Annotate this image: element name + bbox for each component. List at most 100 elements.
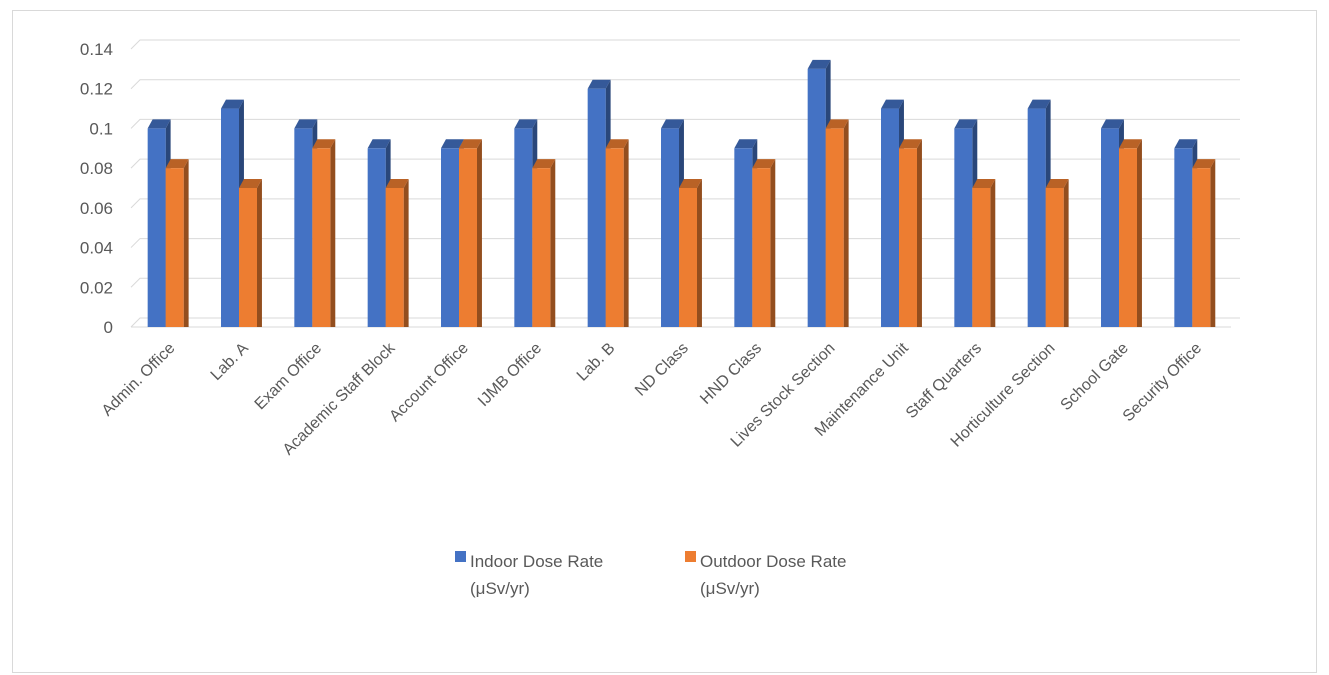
bar-side-face: [1210, 159, 1216, 327]
bar-top-face: [587, 79, 611, 89]
x-category-label: Lab. B: [574, 340, 619, 385]
bar-top-face: [734, 139, 758, 149]
bar-outdoor: [972, 179, 996, 327]
bar-front-face: [147, 128, 166, 327]
bar-outdoor: [532, 159, 556, 327]
bar-side-face: [257, 179, 262, 327]
bar-front-face: [972, 188, 991, 327]
bar-side-face: [403, 179, 409, 327]
bar-side-face: [990, 179, 996, 327]
bar-top-face: [221, 99, 244, 109]
bar-front-face: [679, 188, 697, 327]
legend-swatch: [685, 551, 696, 562]
bar-side-face: [623, 139, 629, 327]
legend-item-indoor: Indoor Dose Rate (μSv/yr): [455, 551, 603, 598]
bar-front-face: [294, 128, 313, 327]
bar-front-face: [312, 148, 331, 327]
bar-top-face: [679, 179, 702, 188]
bar-top-face: [825, 119, 849, 129]
gridline: [130, 79, 1240, 90]
bar-top-face: [459, 139, 482, 149]
bar-outdoor: [679, 179, 702, 327]
bar-top-face: [312, 139, 336, 149]
bar-outdoor: [459, 139, 482, 327]
bar-top-face: [1119, 139, 1142, 149]
bar-front-face: [532, 168, 551, 327]
bar-top-face: [954, 119, 978, 129]
bars-layer: [147, 59, 1216, 327]
bar-front-face: [1119, 148, 1137, 327]
bar-front-face: [1174, 148, 1193, 327]
y-tick-label: 0.12: [80, 80, 113, 99]
bar-top-face: [605, 139, 629, 149]
x-category-label: Exam Office: [252, 340, 326, 414]
y-tick-label: 0.04: [80, 239, 113, 258]
bar-outdoor: [312, 139, 336, 327]
x-category-label: Staff Quarters: [903, 340, 985, 422]
bar-outdoor: [825, 119, 849, 327]
gridline: [130, 238, 1240, 248]
bar-front-face: [661, 128, 679, 327]
y-tick-label: 0.06: [80, 199, 113, 218]
gridline: [130, 118, 1240, 129]
y-tick-label: 0: [104, 318, 113, 337]
bar-front-face: [752, 168, 771, 327]
legend-label: (μSv/yr): [470, 579, 530, 598]
bar-outdoor: [239, 179, 262, 327]
bar-top-face: [1045, 179, 1069, 188]
gridline: [130, 317, 1240, 328]
bar-top-face: [441, 139, 464, 149]
bar-front-face: [1045, 188, 1064, 327]
bar-top-face: [807, 59, 831, 69]
bar-front-face: [221, 108, 239, 327]
bar-outdoor: [1119, 139, 1142, 327]
chart-frame: 0 0.02 0.04 0.06 0.08 0.1 0.12 0.14 Admin. Offi…: [12, 10, 1317, 673]
bar-front-face: [1027, 108, 1046, 327]
bar-top-face: [1192, 159, 1216, 169]
x-category-label: Admin. Office: [99, 340, 179, 420]
bar-front-face: [734, 148, 753, 327]
bar-top-face: [752, 159, 776, 169]
bar-outdoor: [1045, 179, 1069, 327]
bar-front-face: [807, 68, 826, 327]
x-category-label: Account Office: [386, 340, 471, 425]
bar-front-face: [1192, 168, 1211, 327]
bar-outdoor: [605, 139, 629, 327]
bar-top-face: [1174, 139, 1198, 149]
legend: Indoor Dose Rate (μSv/yr) Outdoor Dose Rat…: [455, 551, 846, 598]
bar-outdoor: [752, 159, 776, 327]
bar-front-face: [385, 188, 404, 327]
bar-top-face: [899, 139, 922, 149]
bar-top-face: [532, 159, 556, 169]
x-category-label: Security Office: [1120, 340, 1205, 425]
bar-side-face: [697, 179, 702, 327]
bar-front-face: [587, 88, 606, 327]
bar-top-face: [514, 119, 538, 129]
x-category-label: School Gate: [1058, 340, 1132, 414]
bar-front-face: [459, 148, 477, 327]
bar-side-face: [770, 159, 776, 327]
bar-side-face: [477, 139, 482, 327]
bar-front-face: [1101, 128, 1119, 327]
y-tick-label: 0.08: [80, 159, 113, 178]
bar-top-face: [147, 119, 171, 129]
bar-front-face: [239, 188, 257, 327]
legend-item-outdoor: Outdoor Dose Rate (μSv/yr): [685, 551, 846, 598]
legend-swatch: [455, 551, 466, 562]
bar-front-face: [367, 148, 386, 327]
y-axis-ticks: 0 0.02 0.04 0.06 0.08 0.1 0.12 0.14: [80, 40, 113, 337]
legend-label: Indoor Dose Rate: [470, 552, 603, 571]
bar-indoor: [221, 99, 244, 327]
bar-outdoor: [385, 179, 409, 327]
bar-outdoor: [1192, 159, 1216, 327]
bar-front-face: [954, 128, 973, 327]
bar-front-face: [165, 168, 184, 327]
bar-front-face: [441, 148, 459, 327]
y-tick-label: 0.14: [80, 40, 113, 59]
bar-side-face: [330, 139, 336, 327]
bar-side-face: [1063, 179, 1069, 327]
bar-side-face: [917, 139, 922, 327]
bar-top-face: [294, 119, 318, 129]
bar-top-face: [661, 119, 684, 129]
